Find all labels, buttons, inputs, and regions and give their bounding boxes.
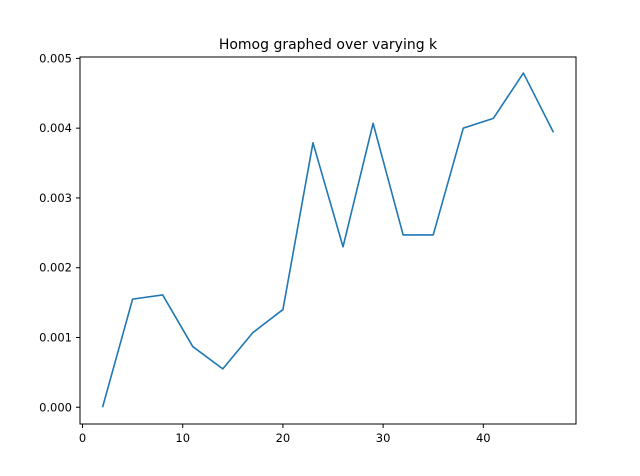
y-tick-label: 0.005 xyxy=(39,51,72,65)
x-axis: 0 10 20 30 40 xyxy=(79,424,491,445)
y-tick-label: 0.001 xyxy=(39,330,72,344)
y-tick-label: 0.002 xyxy=(39,261,72,275)
x-tick-label: 0 xyxy=(79,431,86,445)
x-tick-label: 30 xyxy=(376,431,391,445)
y-tick-label: 0.003 xyxy=(39,191,72,205)
x-tick-label: 10 xyxy=(175,431,190,445)
x-tick-label: 20 xyxy=(276,431,291,445)
y-tick-label: 0.000 xyxy=(39,400,72,414)
plot-frame xyxy=(79,56,577,425)
x-tick-label: 40 xyxy=(476,431,491,445)
series-line xyxy=(101,72,555,408)
series-layer xyxy=(101,72,555,408)
chart-title: Homog graphed over varying k xyxy=(219,37,438,53)
y-tick-label: 0.004 xyxy=(39,121,72,135)
y-axis: 0.000 0.001 0.002 0.003 0.004 0.005 xyxy=(39,51,80,414)
